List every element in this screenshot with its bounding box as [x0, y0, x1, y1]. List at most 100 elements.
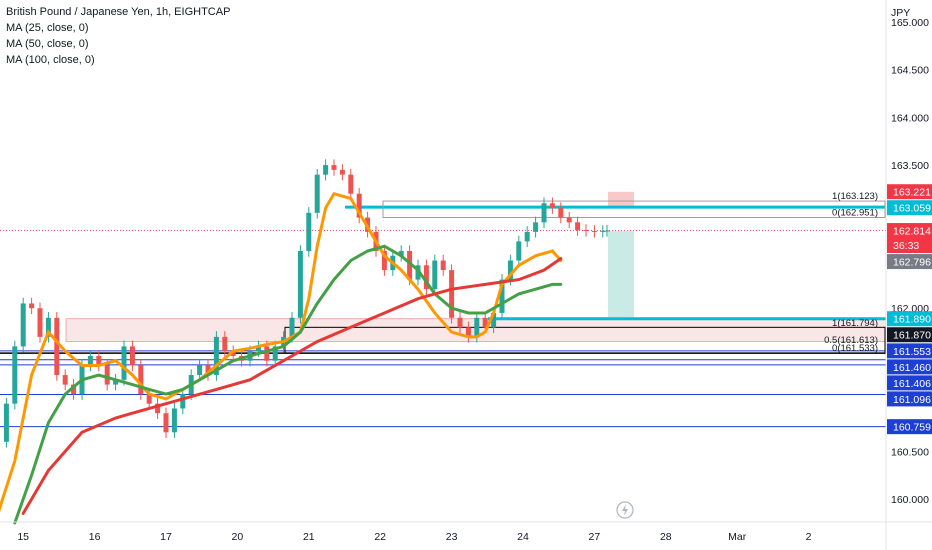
stop-loss-zone: [608, 191, 634, 208]
x-tick-label: 15: [17, 531, 29, 543]
candle-body: [474, 317, 480, 337]
price-badge-label: 163.221: [893, 187, 931, 199]
fib-box-upper: [382, 200, 886, 218]
x-tick-label: 16: [89, 531, 101, 543]
candle-body: [163, 413, 169, 433]
price-badge: [887, 184, 932, 200]
candle-body: [407, 250, 413, 280]
candle-body: [516, 241, 522, 261]
price-badge: [887, 375, 932, 391]
countdown-label: 36:33: [893, 240, 919, 252]
legend-ma25: MA (25, close, 0): [6, 22, 89, 34]
y-tick-label: 164.000: [891, 112, 929, 124]
candle-body: [37, 308, 43, 337]
price-badge-label: 161.890: [893, 314, 931, 326]
candle-body: [432, 260, 438, 290]
price-badge-label: 160.759: [893, 422, 931, 434]
candle-body: [289, 317, 295, 337]
price-badge: [887, 343, 932, 359]
candle-body: [180, 394, 186, 409]
legend-ma50: MA (50, close, 0): [6, 38, 89, 50]
candle-body: [197, 365, 203, 376]
candle-body: [129, 346, 135, 366]
candle-body: [87, 355, 93, 366]
candle-body: [171, 408, 177, 433]
candle-body: [104, 365, 110, 385]
chart-title: British Pound / Japanese Yen, 1h, EIGHTC…: [6, 6, 231, 18]
candle-body: [20, 303, 26, 347]
candle-body: [54, 317, 60, 376]
candle-body: [356, 193, 362, 218]
currency-label: JPY: [891, 7, 910, 19]
candle-body: [272, 346, 278, 361]
candle-body: [604, 230, 610, 232]
fib-label-3: 0.5(161.613): [824, 335, 878, 346]
candle-body: [121, 346, 127, 380]
y-tick-label: 165.000: [891, 17, 929, 29]
ma50-line: [13, 244, 563, 525]
candle-body: [533, 222, 539, 232]
legend-ma100: MA (100, close, 0): [6, 54, 95, 66]
candle-body: [348, 174, 354, 194]
candle-body: [558, 208, 564, 218]
price-badge-label: 161.406: [893, 378, 931, 390]
x-tick-label: 20: [232, 531, 244, 543]
candle-body: [45, 317, 51, 337]
lightning-bolt: [622, 504, 628, 516]
candle-body: [222, 336, 228, 352]
x-tick-label: 28: [660, 531, 672, 543]
candle-body: [255, 346, 261, 352]
x-tick-label: Mar: [728, 531, 747, 543]
candle-body: [297, 250, 303, 318]
candle-body: [146, 394, 152, 404]
price-badge-label: 161.870: [893, 330, 931, 342]
candle-body: [138, 365, 144, 395]
price-badge: [887, 254, 932, 270]
x-tick-label: 21: [303, 531, 315, 543]
candle-body: [331, 165, 337, 170]
candle-body: [491, 313, 497, 328]
price-badge: [887, 223, 932, 254]
take-profit-zone: [608, 230, 634, 319]
candle-body: [264, 346, 270, 361]
candle-body: [29, 303, 35, 309]
y-tick-label: 164.500: [891, 65, 929, 77]
candle-body: [323, 165, 329, 175]
lightning-icon[interactable]: [616, 501, 634, 519]
candle-body: [507, 260, 513, 280]
candle-body: [449, 270, 455, 318]
candle-body: [306, 212, 312, 251]
fib-label-0: 1(163.123): [832, 191, 878, 202]
x-tick-label: 2: [806, 531, 812, 543]
price-badge-label: 161.460: [893, 362, 931, 374]
candle-body: [3, 403, 9, 442]
candle-body: [524, 231, 530, 242]
candle-body: [12, 346, 18, 404]
candle-body: [398, 250, 404, 256]
candle-body: [71, 384, 77, 395]
price-badge: [887, 359, 932, 375]
candle-body: [465, 327, 471, 337]
candle-body: [541, 203, 547, 223]
candle-body: [591, 230, 597, 232]
price-badge-label: 161.096: [893, 394, 931, 406]
y-tick-label: 160.500: [891, 446, 929, 458]
candle-body: [583, 229, 589, 231]
candle-body: [457, 317, 463, 328]
price-badge: [887, 327, 932, 343]
fib-label-4: 0(161.533): [832, 343, 878, 354]
price-badge-label: 162.814: [893, 226, 931, 238]
candle-body: [314, 174, 320, 213]
candle-body: [549, 203, 555, 209]
price-badge-label: 161.553: [893, 346, 931, 358]
candle-body: [339, 169, 345, 175]
x-tick-label: 23: [446, 531, 458, 543]
x-tick-label: 22: [374, 531, 386, 543]
candle-body: [205, 365, 211, 376]
x-tick-label: 24: [517, 531, 529, 543]
candle-body: [113, 379, 119, 385]
chart-legend: British Pound / Japanese Yen, 1h, EIGHTC…: [6, 4, 230, 68]
candle-body: [96, 355, 102, 366]
